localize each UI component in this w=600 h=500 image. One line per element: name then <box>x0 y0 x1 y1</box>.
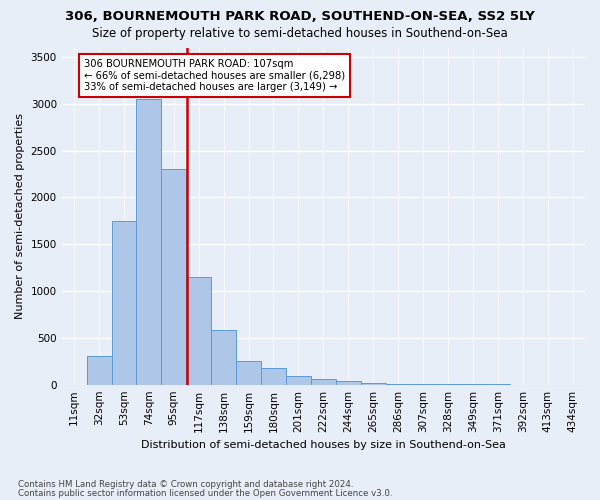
Bar <box>112 221 136 384</box>
Bar <box>261 368 286 384</box>
Text: Contains HM Land Registry data © Crown copyright and database right 2024.: Contains HM Land Registry data © Crown c… <box>18 480 353 489</box>
Bar <box>311 379 336 384</box>
Bar <box>186 277 211 384</box>
Bar <box>236 362 261 384</box>
Text: 306 BOURNEMOUTH PARK ROAD: 107sqm
← 66% of semi-detached houses are smaller (6,2: 306 BOURNEMOUTH PARK ROAD: 107sqm ← 66% … <box>84 58 345 92</box>
Y-axis label: Number of semi-detached properties: Number of semi-detached properties <box>15 113 25 319</box>
Bar <box>86 356 112 384</box>
Bar <box>136 99 161 384</box>
Bar <box>286 376 311 384</box>
X-axis label: Distribution of semi-detached houses by size in Southend-on-Sea: Distribution of semi-detached houses by … <box>141 440 506 450</box>
Bar <box>161 170 186 384</box>
Bar <box>211 330 236 384</box>
Text: 306, BOURNEMOUTH PARK ROAD, SOUTHEND-ON-SEA, SS2 5LY: 306, BOURNEMOUTH PARK ROAD, SOUTHEND-ON-… <box>65 10 535 23</box>
Text: Size of property relative to semi-detached houses in Southend-on-Sea: Size of property relative to semi-detach… <box>92 28 508 40</box>
Bar <box>336 382 361 384</box>
Bar <box>361 383 386 384</box>
Text: Contains public sector information licensed under the Open Government Licence v3: Contains public sector information licen… <box>18 489 392 498</box>
